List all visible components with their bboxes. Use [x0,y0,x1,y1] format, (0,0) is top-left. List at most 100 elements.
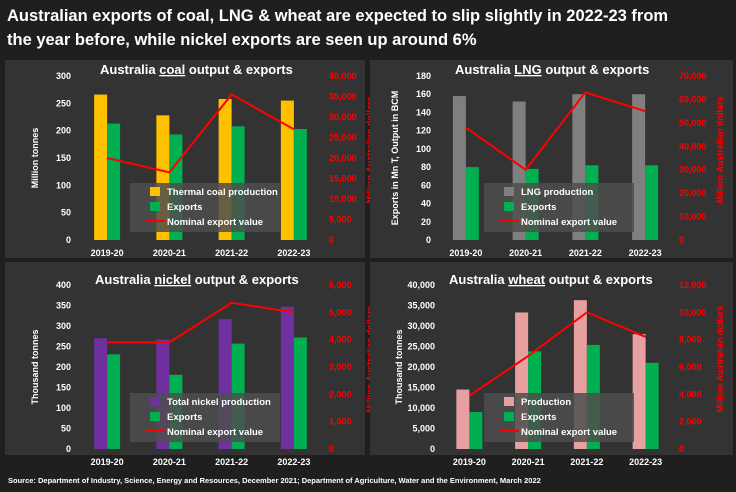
x-tick-label: 2022-23 [277,457,310,467]
chart-title-suffix: output & exports [185,62,293,77]
chart-title-prefix: Australia [95,272,154,287]
bar-exports [107,354,121,449]
y-tick-label: 5,000 [412,424,435,434]
y-tick-label: 20 [421,217,431,227]
y-tick-label: 200 [56,126,71,136]
y2-tick-label: 10,000 [679,212,707,222]
y2-tick-label: 20,000 [679,188,707,198]
bar-lng-production [452,96,466,241]
y-tick-label: 25,000 [407,342,435,352]
bar-total-nickel-production [94,338,108,449]
bar-total-nickel-production [280,306,294,449]
legend-label: Exports [521,202,556,213]
y-tick-label: 250 [56,342,71,352]
chart-title-commodity: wheat [507,272,546,287]
chart-title-commodity: LNG [514,62,541,77]
chart-title-suffix: output & exports [545,272,653,287]
legend-label: LNG production [521,187,593,198]
y2-tick-label: 10,000 [679,307,707,317]
y-tick-label: 150 [56,153,71,163]
chart-title-prefix: Australia [449,272,508,287]
legend-label: Nominal export value [521,427,617,438]
y-tick-label: 40 [421,199,431,209]
legend-label: Exports [521,412,556,423]
chart-panel-3: Australia wheat output & exports 0 5,000 10… [370,262,733,467]
x-tick-label: 2021-22 [570,457,603,467]
y2-tick-label: 1,000 [329,417,352,427]
bar-exports [469,412,483,449]
x-tick-label: 2021-22 [215,248,248,258]
x-tick-label: 2019-20 [91,248,124,258]
chart-title: Australia nickel output & exports [95,272,299,287]
x-tick-label: 2020-21 [153,457,186,467]
x-tick-label: 2021-22 [569,248,602,258]
y-tick-label: 80 [421,162,431,172]
legend-label: Thermal coal production [167,187,278,198]
y2-tick-label: 25,000 [329,133,357,143]
y2-tick-label: 0 [679,235,684,245]
y-tick-label: 120 [416,126,431,136]
y-tick-label: 250 [56,98,71,108]
legend-swatch [504,202,514,211]
legend-swatch [150,187,160,196]
x-tick-label: 2020-21 [153,248,186,258]
y2-tick-label: 0 [329,444,334,454]
x-tick-label: 2019-20 [449,248,482,258]
y2-tick-label: 40,000 [679,141,707,151]
y2-tick-label: 4,000 [679,389,702,399]
y-tick-label: 50 [61,424,71,434]
chart-title-suffix: output & exports [191,272,299,287]
chart-title-commodity: nickel [154,272,191,287]
y2-tick-label: 5,000 [329,215,352,225]
chart-panel-1: Australia LNG output & exports 0 20 40 60 80 1… [370,60,733,258]
y-tick-label: 10,000 [407,403,435,413]
y-tick-label: 30,000 [407,321,435,331]
y-tick-label: 100 [56,403,71,413]
y-tick-label: 50 [61,208,71,218]
y2-tick-label: 35,000 [329,92,357,102]
y-tick-label: 100 [416,144,431,154]
bar-thermal-coal-production [280,100,294,240]
y2-tick-label: 8,000 [679,335,702,345]
bar-exports [645,362,659,449]
y-tick-label: 300 [56,71,71,81]
chart-title: Australia LNG output & exports [455,62,649,77]
legend-label: Nominal export value [167,217,263,228]
y-tick-label: 300 [56,321,71,331]
y-tick-label: 150 [56,383,71,393]
chart-title-prefix: Australia [455,62,514,77]
x-tick-label: 2020-21 [512,457,545,467]
headline-line-1: Australian exports of coal, LNG & wheat … [7,7,669,25]
chart-panel-0: Australia coal output & exports 0 50 100 150… [5,60,375,258]
y2-tick-label: 60,000 [679,94,707,104]
legend-swatch [504,412,514,421]
chart-title: Australia coal output & exports [100,62,293,77]
chart-panel-2: Australia nickel output & exports 0 50 100 1… [5,262,375,467]
y-tick-label: 160 [416,89,431,99]
chart-title-prefix: Australia [100,62,159,77]
line-nominal-export-value [106,93,295,174]
y-tick-label: 0 [66,235,71,245]
y2-tick-label: 15,000 [329,174,357,184]
line-nominal-export-value [468,311,647,397]
y-tick-label: 400 [56,280,71,290]
x-tick-label: 2021-22 [215,457,248,467]
y2-tick-label: 6,000 [329,280,352,290]
bar-thermal-coal-production [94,94,108,240]
x-tick-label: 2020-21 [509,248,542,258]
y2-tick-label: 4,000 [329,335,352,345]
x-tick-label: 2022-23 [629,248,662,258]
y2-tick-label: 0 [329,235,334,245]
chart-title: Australia wheat output & exports [449,272,653,287]
y-tick-label: 350 [56,301,71,311]
y-tick-label: 200 [56,362,71,372]
y2-tick-label: 30,000 [329,112,357,122]
bar-production [632,334,646,449]
y2-tick-label: 6,000 [679,362,702,372]
legend-label: Exports [167,202,202,213]
legend-swatch [150,202,160,211]
legend-label: Total nickel production [167,397,271,408]
source-note: Source: Department of Industry, Science,… [8,476,541,485]
